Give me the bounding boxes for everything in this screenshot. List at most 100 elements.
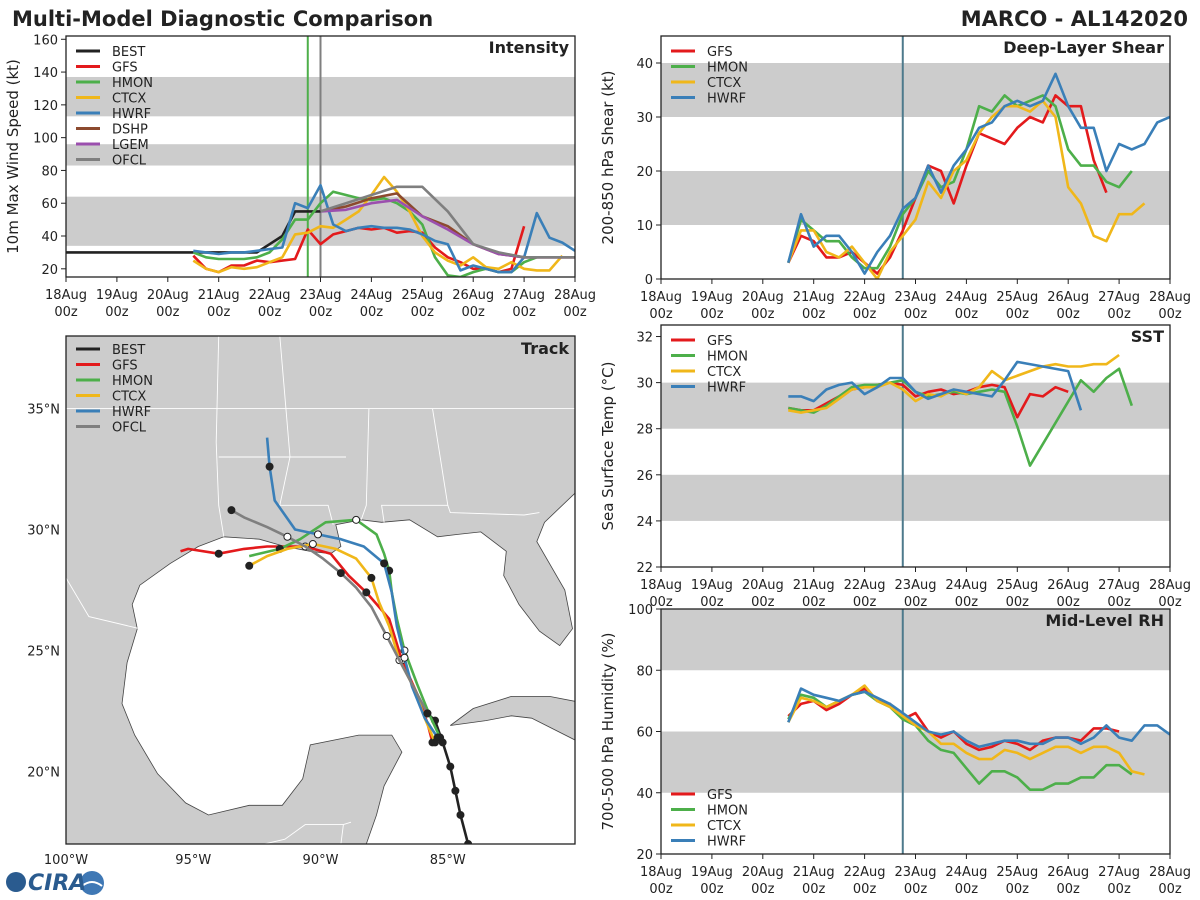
shear-ytick-label: 10 — [636, 219, 653, 234]
intensity-series-ofcl — [320, 185, 575, 259]
legend-label-ctcx: CTCX — [707, 819, 741, 834]
legend-label-lgem: LGEM — [112, 138, 149, 153]
sst-ytick-label: 28 — [636, 423, 653, 438]
rh-xtick-hour: 00z — [955, 882, 979, 897]
rh-ytick-label: 40 — [636, 787, 653, 802]
legend-label-ctcx: CTCX — [707, 365, 741, 380]
sst-ytick-label: 30 — [636, 377, 653, 392]
intensity-series-hwrf — [193, 183, 575, 274]
sst-xtick-day: 21Aug — [793, 578, 835, 593]
intensity-xtick-hour: 00z — [156, 305, 180, 320]
shear-panel: 0 10 20 30 40 18Aug 00z 19Aug 00z 20Aug 00z 21Aug 00… — [599, 35, 1191, 322]
shear-xtick-hour: 00z — [904, 307, 928, 322]
rh-xtick-day: 26Aug — [1047, 865, 1089, 880]
intensity-ytick-label: 40 — [41, 230, 58, 245]
sst-xtick-hour: 00z — [1057, 595, 1081, 610]
sst-ytick-label: 24 — [636, 515, 653, 530]
intensity-ytick-label: 80 — [41, 164, 58, 179]
intensity-xtick-hour: 00z — [54, 305, 78, 320]
intensity-xtick-hour: 00z — [258, 305, 282, 320]
track-lon-label: 100°W — [44, 853, 88, 868]
rh-band-0 — [661, 731, 1170, 793]
sst-xtick-hour: 00z — [1158, 595, 1182, 610]
legend-label-gfs: GFS — [112, 359, 138, 374]
legend-label-hwrf: HWRF — [707, 92, 746, 107]
track-point-gfs — [214, 549, 223, 558]
legend-label-hmon: HMON — [707, 804, 748, 819]
shear-xtick-day: 18Aug — [640, 290, 682, 305]
track-point-hwrf — [265, 462, 274, 471]
legend-label-hmon: HMON — [112, 374, 153, 389]
sst-xtick-hour: 00z — [802, 595, 826, 610]
legend-label-hmon: HMON — [707, 350, 748, 365]
shear-ytick-label: 40 — [636, 57, 653, 72]
shear-xtick-day: 28Aug — [1149, 290, 1191, 305]
track-point-best — [451, 786, 460, 795]
sst-series-hwrf — [788, 360, 1083, 411]
track-point-ofcl — [336, 569, 345, 578]
legend-label-ctcx: CTCX — [707, 76, 741, 91]
rh-xtick-day: 21Aug — [793, 865, 835, 880]
sst-xtick-day: 23Aug — [895, 578, 937, 593]
intensity-ylabel: 10m Max Wind Speed (kt) — [4, 59, 22, 254]
track-point-best — [464, 840, 473, 844]
rh-series-hwrf — [787, 687, 1170, 749]
intensity-xtick-day: 25Aug — [401, 288, 443, 303]
sst-ylabel: Sea Surface Temp (°C) — [599, 361, 617, 530]
storm-label: MARCO - AL142020 — [961, 7, 1188, 31]
intensity-xtick-hour: 00z — [207, 305, 231, 320]
figure-title: Multi-Model Diagnostic Comparison — [12, 7, 433, 31]
track-point-ofcl — [382, 631, 391, 640]
track-point-ofcl — [227, 506, 236, 515]
track-point-ofcl — [283, 532, 292, 541]
track-point-hmon — [352, 515, 361, 524]
shear-ytick-label: 20 — [636, 165, 653, 180]
track-point-hwrf — [380, 559, 389, 568]
legend-label-gfs: GFS — [112, 61, 138, 76]
rh-xtick-day: 25Aug — [996, 865, 1038, 880]
border-line-9 — [340, 824, 344, 844]
intensity-xtick-day: 26Aug — [452, 288, 494, 303]
cira-logo: CIRA — [6, 871, 104, 896]
rh-xtick-hour: 00z — [751, 882, 775, 897]
intensity-xtick-day: 21Aug — [198, 288, 240, 303]
shear-xtick-hour: 00z — [649, 307, 673, 322]
sst-xtick-day: 20Aug — [742, 578, 784, 593]
shear-band-1 — [661, 63, 1170, 117]
rh-xtick-day: 24Aug — [945, 865, 987, 880]
track-lon-label: 90°W — [303, 853, 339, 868]
shear-xtick-hour: 00z — [751, 307, 775, 322]
shear-xtick-hour: 00z — [1006, 307, 1030, 322]
track-lat-label: 30°N — [27, 524, 60, 539]
sst-xtick-hour: 00z — [955, 595, 979, 610]
intensity-series-ctcx — [192, 175, 564, 274]
shear-xtick-day: 23Aug — [895, 290, 937, 305]
legend-label-ofcl: OFCL — [112, 421, 147, 436]
shear-xtick-day: 22Aug — [844, 290, 886, 305]
rh-xtick-day: 28Aug — [1149, 865, 1191, 880]
sst-ytick-label: 26 — [636, 469, 653, 484]
legend-label-gfs: GFS — [707, 45, 733, 60]
border-line-8 — [264, 821, 352, 844]
sst-xtick-day: 24Aug — [945, 578, 987, 593]
sst-xtick-hour: 00z — [700, 595, 724, 610]
intensity-ytick-label: 100 — [33, 132, 58, 147]
border-line-2 — [360, 408, 370, 520]
border-line-1 — [279, 336, 334, 525]
sst-title: SST — [1131, 327, 1164, 346]
shear-xtick-hour: 00z — [1158, 307, 1182, 322]
sst-xtick-hour: 00z — [904, 595, 928, 610]
legend-label-hmon: HMON — [707, 61, 748, 76]
intensity-xtick-day: 22Aug — [249, 288, 291, 303]
rh-band-1 — [661, 609, 1170, 671]
legend-label-hmon: HMON — [112, 76, 153, 91]
track-lat-label: 20°N — [27, 765, 60, 780]
shear-xtick-hour: 00z — [1057, 307, 1081, 322]
shear-xtick-day: 27Aug — [1098, 290, 1140, 305]
intensity-xtick-hour: 00z — [462, 305, 486, 320]
intensity-xtick-hour: 00z — [411, 305, 435, 320]
intensity-ytick-label: 140 — [33, 66, 58, 81]
intensity-ytick-label: 160 — [33, 33, 58, 48]
intensity-ytick-label: 120 — [33, 99, 58, 114]
